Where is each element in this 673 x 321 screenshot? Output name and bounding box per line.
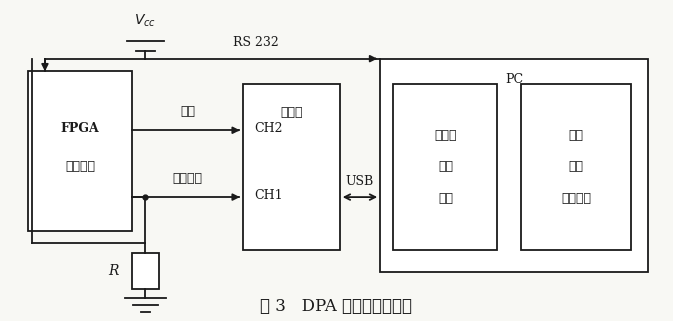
Text: 加密模块: 加密模块 <box>65 160 95 173</box>
Text: 图 3   DPA 实验电路原理图: 图 3 DPA 实验电路原理图 <box>260 299 413 315</box>
Text: CH2: CH2 <box>255 122 283 135</box>
Bar <box>28 71 132 230</box>
Text: 处理模块: 处理模块 <box>561 192 591 205</box>
Bar <box>243 84 340 250</box>
Bar <box>132 253 159 289</box>
Text: 触发: 触发 <box>180 105 195 118</box>
Text: 模块: 模块 <box>438 192 453 205</box>
Bar <box>394 84 497 250</box>
Text: R: R <box>108 264 118 278</box>
Text: 示波器: 示波器 <box>434 128 457 142</box>
Text: PC: PC <box>505 73 523 86</box>
Bar <box>380 59 648 272</box>
Bar <box>521 84 631 250</box>
Text: USB: USB <box>346 175 374 188</box>
Text: $V_{cc}$: $V_{cc}$ <box>135 12 157 29</box>
Text: 分析: 分析 <box>569 160 583 173</box>
Text: 示波器: 示波器 <box>280 106 302 119</box>
Text: 控制: 控制 <box>438 160 453 173</box>
Text: CH1: CH1 <box>255 189 283 202</box>
Text: RS 232: RS 232 <box>234 36 279 49</box>
Text: 数据采集: 数据采集 <box>172 171 203 185</box>
Text: 数据: 数据 <box>569 128 583 142</box>
Text: FPGA: FPGA <box>61 122 100 135</box>
